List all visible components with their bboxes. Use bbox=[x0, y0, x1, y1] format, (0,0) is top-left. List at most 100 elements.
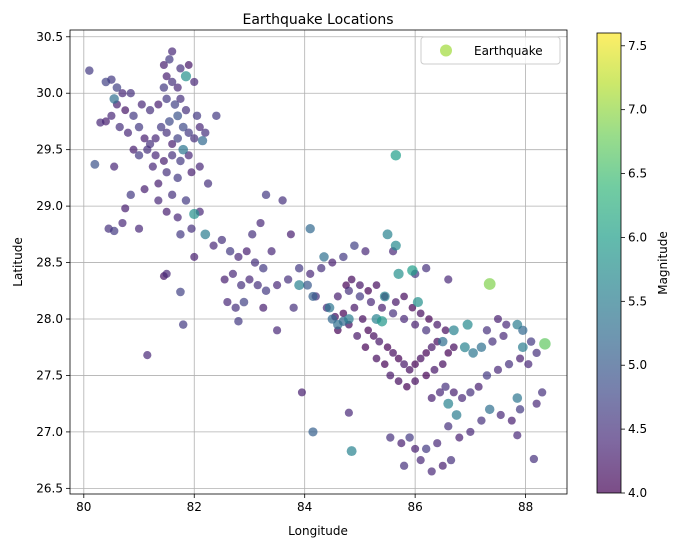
earthquake-point bbox=[422, 349, 430, 357]
earthquake-point bbox=[184, 128, 193, 137]
earthquake-point bbox=[187, 224, 196, 233]
earthquake-point bbox=[305, 224, 315, 234]
earthquake-point bbox=[134, 151, 144, 160]
earthquake-point bbox=[286, 230, 295, 239]
earthquake-point bbox=[306, 269, 315, 278]
earthquake-point bbox=[162, 207, 171, 216]
earthquake-point bbox=[344, 286, 354, 295]
earthquake-point bbox=[217, 235, 227, 245]
earthquake-point bbox=[344, 408, 353, 417]
earthquake-point bbox=[101, 77, 111, 87]
earthquake-point bbox=[462, 319, 473, 330]
earthquake-point bbox=[369, 332, 378, 340]
earthquake-point bbox=[137, 100, 146, 109]
earthquake-point bbox=[184, 151, 193, 160]
earthquake-point bbox=[411, 320, 420, 329]
earthquake-point bbox=[482, 371, 492, 380]
earthquake-point bbox=[390, 150, 402, 161]
earthquake-point bbox=[411, 377, 420, 385]
x-tick-label: 88 bbox=[518, 500, 533, 514]
earthquake-point bbox=[405, 433, 414, 442]
earthquake-point bbox=[180, 71, 192, 82]
earthquake-point bbox=[225, 247, 235, 256]
earthquake-point bbox=[513, 431, 522, 440]
earthquake-point bbox=[411, 444, 420, 453]
earthquake-point bbox=[195, 162, 204, 171]
earthquake-point bbox=[178, 122, 188, 132]
earthquake-point bbox=[154, 179, 163, 188]
y-tick-label: 27.5 bbox=[36, 368, 63, 382]
colorbar-tick-label: 4.0 bbox=[628, 486, 647, 500]
earthquake-point bbox=[346, 446, 357, 457]
earthquake-point bbox=[448, 325, 459, 336]
earthquake-point bbox=[126, 190, 135, 200]
earthquake-point bbox=[459, 342, 470, 353]
earthquake-point bbox=[353, 332, 362, 340]
earthquake-point bbox=[400, 292, 408, 301]
chart-title: Earthquake Locations bbox=[242, 12, 393, 28]
earthquake-point bbox=[376, 316, 388, 327]
colorbar-tick-label: 5.0 bbox=[628, 358, 647, 372]
earthquake-point bbox=[488, 337, 497, 346]
earthquake-point bbox=[391, 298, 400, 307]
earthquake-point bbox=[162, 128, 171, 137]
earthquake-point bbox=[129, 145, 138, 154]
earthquake-point bbox=[308, 427, 318, 437]
earthquake-point bbox=[134, 122, 144, 132]
earthquake-point bbox=[123, 128, 133, 137]
earthquake-point bbox=[433, 320, 442, 329]
y-axis-ticks: 26.5 27.0 27.5 28.0 28.5 29.0 29.5 30.0 30.5 bbox=[36, 30, 70, 495]
x-tick-label: 80 bbox=[76, 500, 91, 514]
earthquake-point bbox=[192, 111, 202, 121]
earthquake-point bbox=[407, 265, 418, 276]
earthquake-point bbox=[294, 263, 304, 273]
earthquake-point bbox=[372, 281, 381, 290]
earthquake-point bbox=[328, 258, 337, 267]
legend: Earthquake bbox=[420, 36, 561, 65]
earthquake-point bbox=[438, 461, 447, 470]
earthquake-point bbox=[477, 416, 486, 425]
earthquake-point bbox=[339, 309, 348, 318]
earthquake-point bbox=[389, 349, 397, 357]
earthquake-point bbox=[159, 60, 168, 70]
earthquake-point bbox=[190, 134, 199, 143]
data-points bbox=[85, 47, 551, 476]
earthquake-point bbox=[446, 455, 456, 465]
earthquake-point bbox=[85, 66, 94, 75]
earthquake-point bbox=[496, 410, 505, 420]
earthquake-point bbox=[151, 134, 160, 143]
earthquake-point bbox=[121, 106, 130, 115]
earthquake-point bbox=[223, 297, 232, 307]
earthquake-point bbox=[96, 118, 105, 127]
earthquake-point bbox=[483, 278, 496, 290]
earthquake-point bbox=[388, 309, 398, 318]
earthquake-point bbox=[466, 427, 475, 436]
earthquake-point bbox=[383, 343, 392, 352]
earthquake-point bbox=[319, 252, 329, 262]
earthquake-point bbox=[451, 410, 462, 420]
earthquake-point bbox=[151, 151, 160, 160]
legend-box bbox=[420, 36, 561, 65]
earthquake-point bbox=[425, 315, 433, 323]
earthquake-point bbox=[455, 433, 464, 442]
y-tick-label: 29.5 bbox=[36, 143, 63, 157]
earthquake-point bbox=[405, 365, 414, 374]
earthquake-point bbox=[212, 111, 221, 121]
earthquake-point bbox=[209, 241, 218, 250]
earthquake-point bbox=[421, 444, 431, 454]
legend-label: Earthquake bbox=[474, 44, 543, 58]
earthquake-point bbox=[168, 140, 177, 149]
earthquake-point bbox=[190, 252, 199, 261]
earthquake-point bbox=[200, 229, 211, 240]
colorbar-tick-label: 5.5 bbox=[628, 294, 647, 308]
earthquake-point bbox=[129, 111, 138, 121]
earthquake-point bbox=[308, 291, 318, 302]
y-tick-label: 26.5 bbox=[36, 481, 63, 495]
earthquake-point bbox=[234, 252, 243, 262]
earthquake-point bbox=[165, 117, 174, 126]
earthquake-point bbox=[159, 83, 169, 92]
y-tick-label: 29.0 bbox=[36, 199, 63, 213]
earthquake-point bbox=[507, 416, 516, 425]
earthquake-point bbox=[134, 224, 144, 233]
